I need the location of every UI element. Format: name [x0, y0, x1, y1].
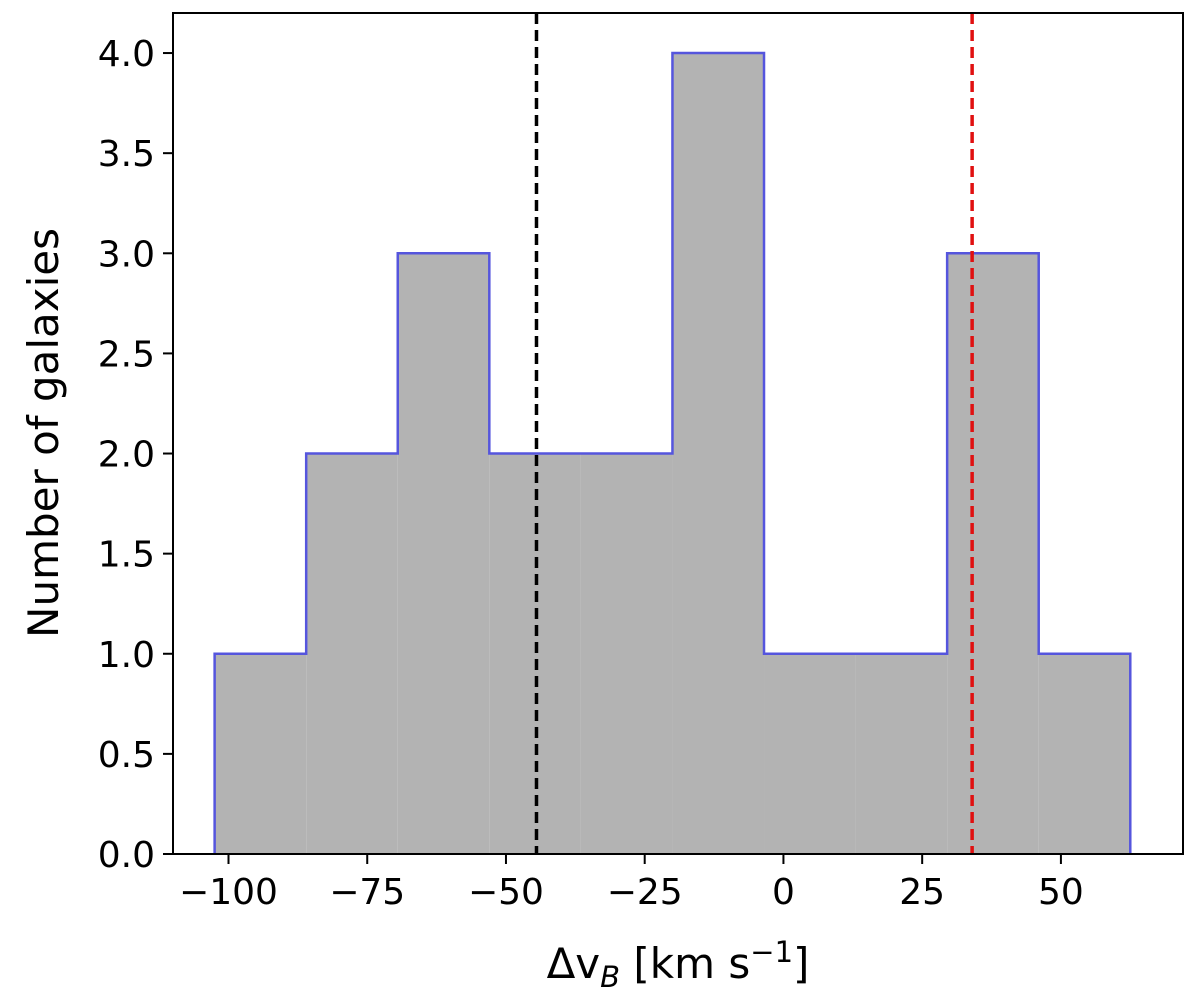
histogram-bar	[855, 653, 948, 854]
y-tick-label: 1.0	[98, 635, 155, 676]
y-tick-label: 3.5	[98, 134, 155, 175]
x-axis-label-subscript: B	[600, 960, 620, 994]
x-tick-label: 25	[899, 872, 945, 913]
x-tick-label: 50	[1038, 872, 1084, 913]
y-tick-label: 3.0	[98, 234, 155, 275]
reference-lines	[534, 13, 974, 854]
x-tick-label: −25	[607, 872, 683, 913]
x-axis-label: ΔvB [km s−1]	[547, 935, 810, 994]
x-tick-label: −50	[468, 872, 544, 913]
histogram-bar	[214, 653, 307, 854]
x-tick-label: 0	[772, 872, 795, 913]
x-axis-label-main: Δv	[547, 939, 601, 988]
x-axis-label-close: ]	[793, 939, 809, 988]
y-tick-label: 2.0	[98, 435, 155, 476]
y-tick-label: 2.5	[98, 334, 155, 375]
y-tick-label: 0.5	[98, 735, 155, 776]
bars-layer	[214, 53, 1131, 855]
histogram-bar	[764, 653, 856, 854]
x-axis-ticks: −100 −75 −50 −25 0 25 50	[179, 854, 1084, 913]
histogram-outline	[213, 51, 1132, 854]
x-tick-label: −100	[179, 872, 278, 913]
y-tick-label: 1.5	[98, 535, 155, 576]
plot-frame	[172, 12, 1184, 855]
histogram-bar	[947, 253, 1039, 855]
y-axis-ticks: 0.0 0.5 1.0 1.5 2.0 2.5 3.0 3.5 4.0	[98, 34, 173, 876]
x-axis-label-superscript: −1	[750, 935, 793, 969]
y-tick-label: 0.0	[98, 835, 155, 876]
x-axis-label-unit: [km s	[620, 939, 750, 988]
histogram-bar	[672, 53, 765, 855]
histogram-bar	[306, 453, 398, 854]
histogram-bar	[580, 453, 673, 854]
y-axis-label: Number of galaxies	[19, 228, 68, 638]
histogram-bar	[1038, 653, 1131, 854]
histogram-bar	[397, 253, 490, 855]
y-tick-label: 4.0	[98, 34, 155, 75]
x-tick-label: −75	[329, 872, 405, 913]
